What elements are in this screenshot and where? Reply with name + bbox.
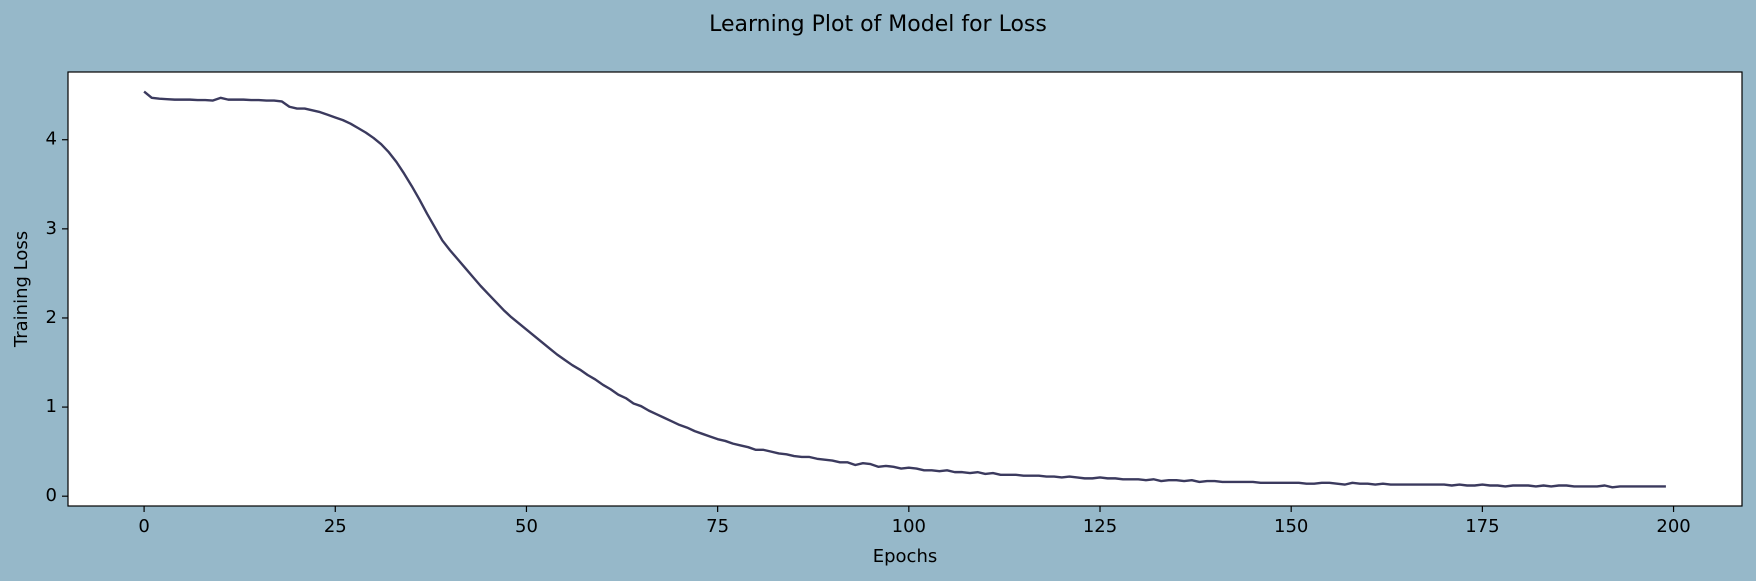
y-tick-label: 1 bbox=[46, 396, 57, 417]
x-tick-label: 150 bbox=[1274, 516, 1308, 537]
y-axis-label: Training Loss bbox=[11, 231, 32, 348]
x-tick-label: 125 bbox=[1083, 516, 1117, 537]
loss-line bbox=[143, 90, 1666, 489]
x-tick-label: 100 bbox=[892, 516, 926, 537]
x-axis-label: Epochs bbox=[873, 546, 938, 567]
x-tick-label: 0 bbox=[138, 516, 149, 537]
x-tick-label: 175 bbox=[1465, 516, 1499, 537]
plot-frame bbox=[67, 71, 1743, 507]
x-tick-label: 50 bbox=[515, 516, 538, 537]
plot-area bbox=[68, 72, 1742, 506]
y-tick-label: 0 bbox=[46, 485, 57, 506]
chart-title: Learning Plot of Model for Loss bbox=[709, 12, 1047, 37]
x-tick-label: 200 bbox=[1656, 516, 1690, 537]
y-tick-label: 3 bbox=[46, 218, 57, 239]
x-tick-label: 25 bbox=[324, 516, 347, 537]
x-tick-label: 75 bbox=[706, 516, 729, 537]
y-tick-label: 4 bbox=[46, 129, 57, 150]
y-tick-label: 2 bbox=[46, 307, 57, 328]
